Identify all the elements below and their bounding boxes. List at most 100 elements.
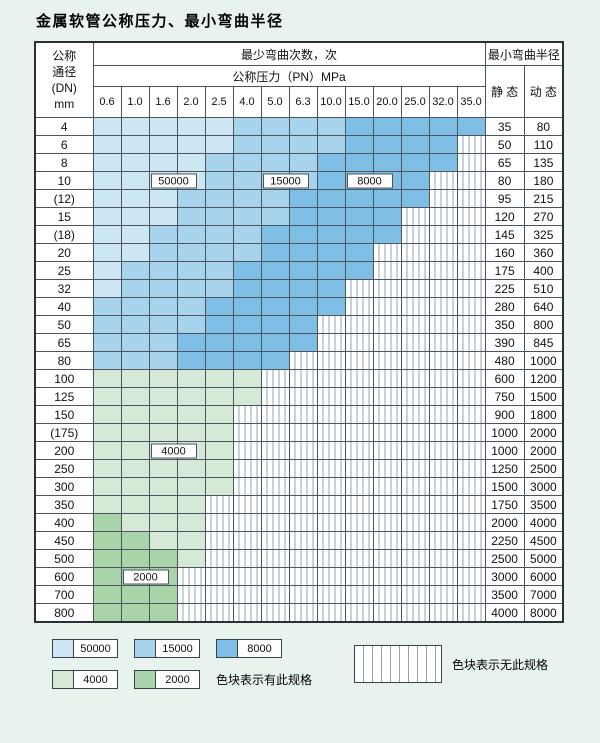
- no-spec-cell: [456, 513, 486, 532]
- legend-item-50000: 50000: [52, 639, 118, 658]
- spec-row-dn-40: 40 280 640: [34, 297, 564, 316]
- spec-cell-4000: [148, 405, 178, 424]
- no-spec-cell: [344, 333, 374, 352]
- spec-cell-50000: [92, 207, 122, 226]
- spec-cell-15000: [260, 189, 290, 208]
- no-spec-cell: [316, 351, 346, 370]
- dynamic-radius-value: 180: [523, 171, 564, 190]
- dynamic-radius-value: 325: [523, 225, 564, 244]
- spec-cell-2000: [120, 549, 150, 568]
- pressure-col-header: 20.0: [372, 86, 402, 118]
- spec-cell-8000: [260, 315, 290, 334]
- spec-row-dn-80: 80 480 1000: [34, 351, 564, 370]
- spec-cell-8000: [344, 117, 374, 136]
- pressure-col-header: 0.6: [92, 86, 122, 118]
- spec-cell-8000: [316, 261, 346, 280]
- no-spec-cell: [288, 423, 318, 442]
- spec-cell-8000: [316, 207, 346, 226]
- no-spec-cell: [372, 315, 402, 334]
- spec-row-dn-10: 10 50000 15000 8000 80 180: [34, 171, 564, 190]
- spec-cell-15000: [176, 207, 206, 226]
- static-radius-value: 1000: [484, 441, 525, 460]
- static-radius-value: 1000: [484, 423, 525, 442]
- spec-cell-50000: [92, 171, 122, 190]
- spec-cell-4000: [176, 369, 206, 388]
- pressure-col-header: 25.0: [400, 86, 430, 118]
- dynamic-radius-value: 640: [523, 297, 564, 316]
- spec-cell-8000: [204, 351, 234, 370]
- static-column-header: 静 态: [484, 65, 525, 118]
- spec-cell-15000: [232, 153, 262, 172]
- spec-cell-15000: [316, 117, 346, 136]
- no-spec-cell: [400, 243, 430, 262]
- pressure-col-header: 32.0: [428, 86, 458, 118]
- spec-cell-8000: [260, 261, 290, 280]
- spec-cell-15000: [260, 135, 290, 154]
- spec-cell-2000: [148, 603, 178, 623]
- spec-cell-4000: [120, 369, 150, 388]
- no-spec-cell: [428, 261, 458, 280]
- no-spec-cell: [428, 567, 458, 586]
- dynamic-radius-value: 1200: [523, 369, 564, 388]
- no-spec-cell: [372, 387, 402, 406]
- no-spec-cell: [400, 261, 430, 280]
- spec-cell-4000: [204, 441, 234, 460]
- no-spec-cell: [372, 351, 402, 370]
- spec-cell-4000: [120, 405, 150, 424]
- no-spec-cell: [428, 513, 458, 532]
- spec-cell-50000: [148, 189, 178, 208]
- no-spec-cell: [456, 243, 486, 262]
- no-spec-cell: [400, 495, 430, 514]
- static-radius-value: 35: [484, 117, 525, 136]
- spec-cell-50000: [92, 261, 122, 280]
- no-spec-cell: [316, 441, 346, 460]
- dn-value: 800: [34, 603, 94, 623]
- spec-cell-4000: [92, 405, 122, 424]
- spec-cell-4000: [148, 477, 178, 496]
- no-spec-cell: [344, 279, 374, 298]
- no-spec-cell: [428, 279, 458, 298]
- dynamic-radius-value: 7000: [523, 585, 564, 604]
- no-spec-cell: [428, 297, 458, 316]
- spec-cell-15000: [176, 189, 206, 208]
- no-spec-cell: [288, 549, 318, 568]
- spec-cell-8000: [288, 279, 318, 298]
- spec-cell-4000: [120, 513, 150, 532]
- legend-row-green: 4000 2000 色块表示有此规格: [52, 670, 312, 689]
- spec-cell-50000: [120, 171, 150, 190]
- spec-row-dn-300: 300 1500 3000: [34, 477, 564, 496]
- dynamic-radius-value: 110: [523, 135, 564, 154]
- spec-cell-15000: 15000: [260, 171, 309, 190]
- no-spec-cell: [288, 441, 318, 460]
- no-spec-cell: [400, 531, 430, 550]
- no-spec-cell: [260, 603, 290, 623]
- no-spec-swatch: [353, 645, 442, 683]
- no-spec-cell: [344, 567, 374, 586]
- pressure-col-header: 6.3: [288, 86, 318, 118]
- dynamic-radius-value: 2000: [523, 423, 564, 442]
- no-spec-cell: [400, 405, 430, 424]
- legend-item-15000: 15000: [134, 639, 200, 658]
- no-spec-cell: [176, 567, 206, 586]
- spec-cell-2000: [120, 603, 150, 623]
- no-spec-cell: [288, 567, 318, 586]
- spec-cell-4000: [204, 423, 234, 442]
- no-spec-cell: [232, 585, 262, 604]
- spec-cell-8000: [428, 153, 458, 172]
- no-spec-cell: [400, 549, 430, 568]
- spec-cell-4000: [176, 549, 206, 568]
- no-spec-cell: [316, 495, 346, 514]
- no-spec-cell: [456, 189, 486, 208]
- no-spec-cell: [372, 513, 402, 532]
- no-spec-cell: [428, 315, 458, 334]
- no-spec-cell: [260, 549, 290, 568]
- no-spec-cell: [400, 333, 430, 352]
- no-spec-cell: [260, 513, 290, 532]
- spec-cell-8000: [260, 243, 290, 262]
- spec-cell-8000: [288, 207, 318, 226]
- table-body: 4 35 80 6 50 110 8 65 135 10 50000 15000 8000 80 180 (1…: [34, 117, 564, 623]
- no-spec-cell: [456, 567, 486, 586]
- dn-value: 4: [34, 117, 94, 136]
- dynamic-radius-value: 80: [523, 117, 564, 136]
- no-spec-cell: [176, 585, 206, 604]
